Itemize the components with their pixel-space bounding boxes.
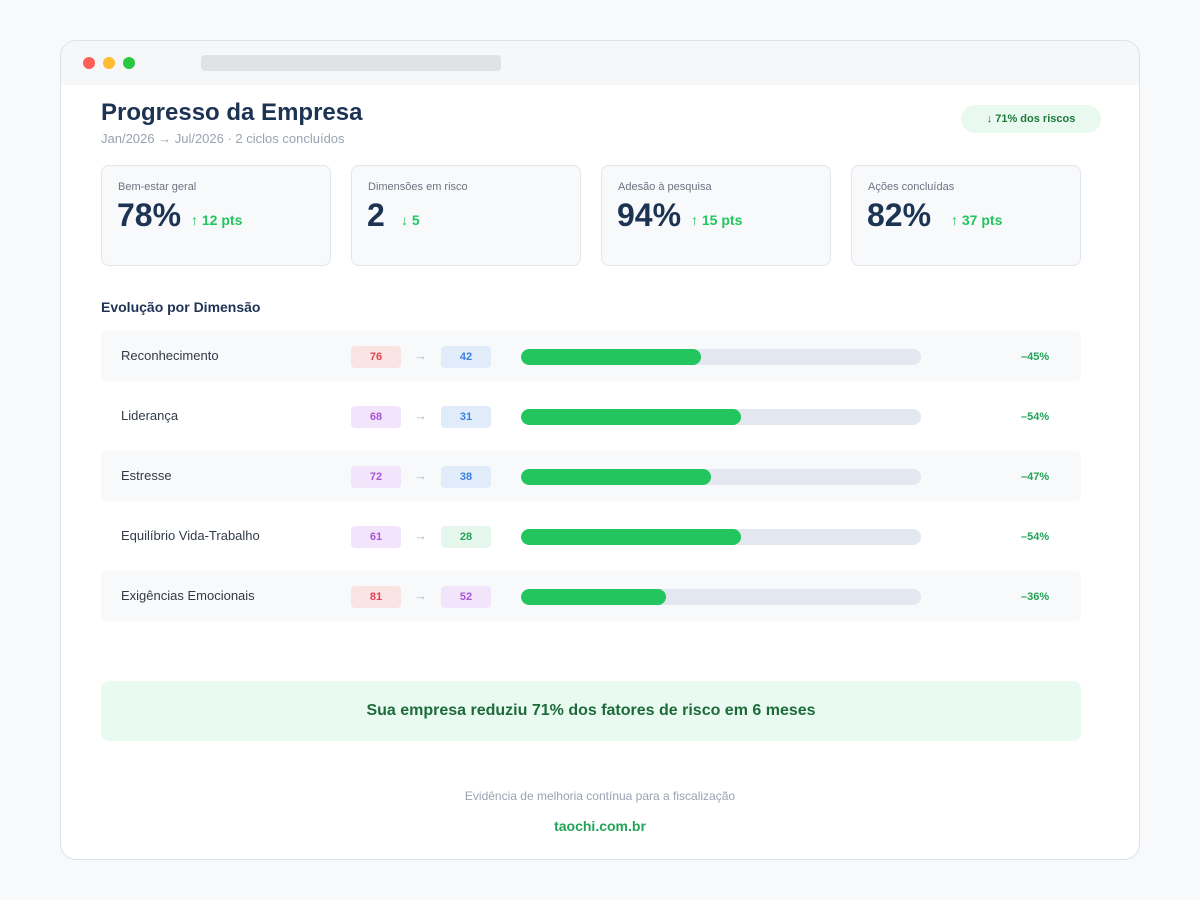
progress-fill <box>521 349 701 365</box>
dimension-name: Reconhecimento <box>121 348 219 363</box>
score-after-badge: 42 <box>441 346 491 368</box>
dimension-name: Exigências Emocionais <box>121 588 255 603</box>
dimension-row: Reconhecimento 76 → 42 –45% <box>101 331 1081 381</box>
dimension-name: Estresse <box>121 468 172 483</box>
arrow-right-icon: → <box>414 468 427 483</box>
kpi-card-survey-adherence: Adesão à pesquisa 94% ↑ 15 pts <box>601 165 831 266</box>
footer-link[interactable]: taochi.com.br <box>554 818 646 834</box>
maximize-window-button[interactable] <box>123 57 135 69</box>
kpi-delta: ↓ 5 <box>401 212 420 228</box>
arrow-right-icon: → <box>414 408 427 423</box>
dimension-name: Liderança <box>121 408 179 423</box>
progress-fill <box>521 469 711 485</box>
score-after-badge: 28 <box>441 526 491 548</box>
change-percent: –54% <box>1021 531 1050 543</box>
risk-reduction-badge: ↓ 71% dos riscos <box>961 105 1101 133</box>
progress-track <box>521 529 921 545</box>
arrow-right-icon: → <box>414 528 427 543</box>
change-percent: –54% <box>1021 411 1050 423</box>
kpi-value: 94% <box>617 197 682 233</box>
kpi-card-risk-dimensions: Dimensões em risco 2 ↓ 5 <box>351 165 581 266</box>
kpi-value: 78% <box>117 197 182 233</box>
progress-fill <box>521 409 741 425</box>
change-percent: –36% <box>1021 591 1050 603</box>
dimension-row: Exigências Emocionais 81 → 52 –36% <box>101 571 1081 621</box>
dimension-name: Equilíbrio Vida-Trabalho <box>121 528 260 543</box>
change-percent: –45% <box>1021 351 1050 363</box>
score-before-badge: 76 <box>351 346 401 368</box>
dimension-row: Estresse 72 → 38 –47% <box>101 451 1081 501</box>
kpi-delta: ↑ 37 pts <box>951 212 1003 228</box>
close-window-button[interactable] <box>83 57 95 69</box>
progress-fill <box>521 589 666 605</box>
browser-window: Progresso da Empresa Jan/2026 → Jul/2026… <box>60 40 1140 860</box>
kpi-label: Dimensões em risco <box>368 181 468 193</box>
kpi-value: 2 <box>367 197 385 233</box>
kpi-card-wellbeing: Bem-estar geral 78% ↑ 12 pts <box>101 165 331 266</box>
progress-track <box>521 409 921 425</box>
score-after-badge: 38 <box>441 466 491 488</box>
kpi-card-actions-completed: Ações concluídas 82% ↑ 37 pts <box>851 165 1081 266</box>
score-after-badge: 31 <box>441 406 491 428</box>
section-title: Evolução por Dimensão <box>101 299 261 315</box>
footer-note: Evidência de melhoria contínua para a fi… <box>464 789 736 803</box>
score-before-badge: 81 <box>351 586 401 608</box>
minimize-window-button[interactable] <box>103 57 115 69</box>
progress-track <box>521 349 921 365</box>
progress-track <box>521 589 921 605</box>
browser-titlebar <box>61 41 1139 85</box>
arrow-right-icon: → <box>414 348 427 363</box>
dimension-row: Equilíbrio Vida-Trabalho 61 → 28 –54% <box>101 511 1081 561</box>
page-title: Progresso da Empresa <box>101 99 363 126</box>
kpi-delta: ↑ 15 pts <box>691 212 743 228</box>
progress-fill <box>521 529 741 545</box>
kpi-value: 82% <box>867 197 932 233</box>
arrow-right-icon: → <box>414 588 427 603</box>
score-before-badge: 61 <box>351 526 401 548</box>
score-after-badge: 52 <box>441 586 491 608</box>
score-before-badge: 68 <box>351 406 401 428</box>
summary-banner: Sua empresa reduziu 71% dos fatores de r… <box>101 681 1081 741</box>
dimension-row: Liderança 68 → 31 –54% <box>101 391 1081 441</box>
kpi-delta: ↑ 12 pts <box>191 212 243 228</box>
address-bar[interactable] <box>201 55 501 71</box>
kpi-label: Ações concluídas <box>868 181 955 193</box>
kpi-label: Adesão à pesquisa <box>618 181 712 193</box>
kpi-label: Bem-estar geral <box>118 181 197 193</box>
progress-track <box>521 469 921 485</box>
score-before-badge: 72 <box>351 466 401 488</box>
change-percent: –47% <box>1021 471 1050 483</box>
period-subtitle: Jan/2026 → Jul/2026 · 2 ciclos concluído… <box>101 131 345 146</box>
